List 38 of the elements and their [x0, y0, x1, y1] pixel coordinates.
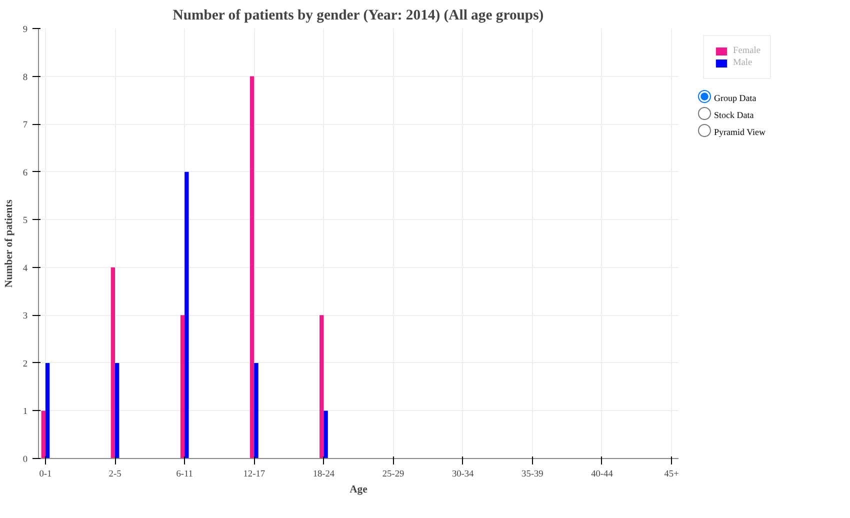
- legend-label: Male: [733, 58, 753, 68]
- y-tick-label: 1: [22, 407, 28, 418]
- bar: [110, 267, 116, 458]
- bar: [320, 315, 324, 458]
- x-tick-label: 25-29: [382, 470, 404, 480]
- chart-title: Number of patients by gender (Year: 2014) (All age groups): [172, 8, 544, 24]
- bar: [45, 362, 50, 458]
- y-axis-title: Number of patients: [4, 200, 15, 288]
- text: Pyramid View: [714, 126, 766, 137]
- y-tick-label: 5: [22, 216, 28, 226]
- legend-label: Female: [733, 46, 760, 56]
- x-tick-label: 45+: [664, 470, 679, 480]
- bar: [254, 362, 258, 458]
- x-tick-label: 0-1: [39, 470, 52, 480]
- x-tick-label: 40-44: [591, 470, 614, 480]
- bar: [184, 172, 189, 458]
- x-axis-title: Age: [350, 484, 368, 496]
- bar: [324, 410, 328, 458]
- y-tick-label: 3: [22, 312, 28, 322]
- x-tick-label: 30-34: [452, 470, 474, 480]
- y-tick-label: 9: [22, 25, 28, 35]
- y-tick-label: 6: [22, 168, 28, 178]
- bar: [41, 410, 46, 458]
- y-tick-label: 4: [22, 264, 28, 274]
- y-tick-label: 2: [22, 359, 28, 370]
- text: Stock Data: [714, 110, 754, 120]
- y-tick-label: 7: [22, 120, 28, 131]
- text: Group Data: [714, 93, 756, 103]
- x-tick-label: 6-11: [176, 470, 194, 480]
- bar: [180, 315, 185, 458]
- y-tick-label: 0: [22, 455, 28, 465]
- x-tick-label: 2-5: [108, 470, 122, 480]
- bar: [115, 362, 120, 458]
- bar: [250, 76, 254, 458]
- x-tick-label: 12-17: [243, 470, 266, 480]
- y-tick-label: 8: [22, 72, 28, 83]
- x-tick-label: 18-24: [312, 470, 335, 480]
- x-tick-label: 35-39: [522, 470, 544, 480]
